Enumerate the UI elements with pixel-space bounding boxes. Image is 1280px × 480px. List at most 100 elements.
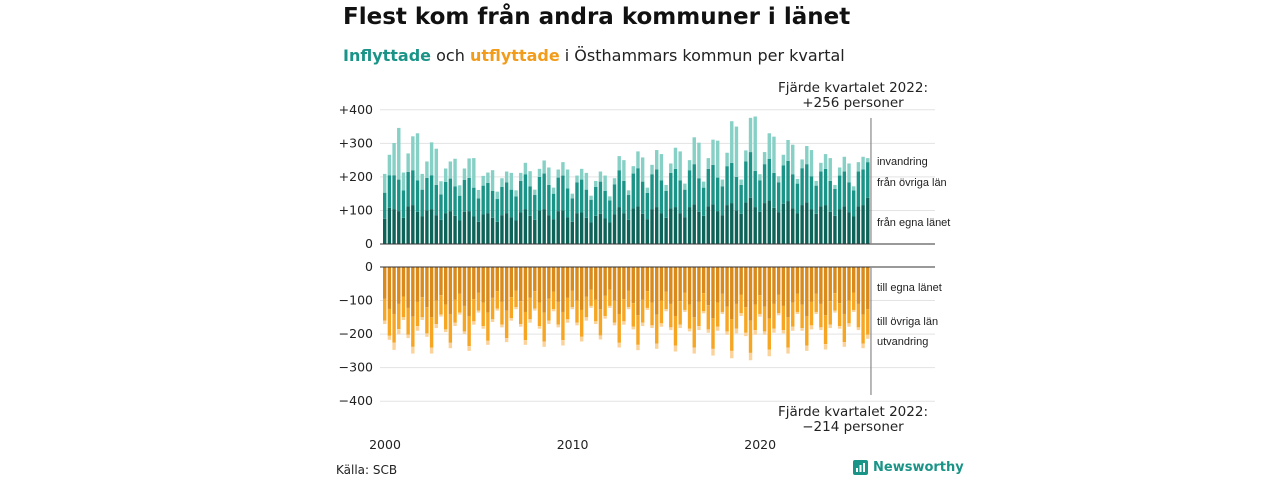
bar-in-1: [645, 193, 650, 220]
bar-out-0: [701, 267, 706, 294]
bar-in-0: [715, 211, 720, 244]
bar-out-1: [852, 292, 856, 310]
bar-in-0: [490, 217, 495, 244]
bar-out-0: [603, 267, 607, 296]
bar-in-2: [847, 163, 851, 183]
bar-in-2: [411, 136, 415, 171]
bar-out-1: [711, 318, 715, 349]
bar-out-2: [852, 309, 856, 312]
bar-out-1: [415, 301, 420, 327]
subtitle-inflyttade: Inflyttade: [343, 46, 432, 65]
bar-out-0: [767, 267, 771, 319]
bar-in-2: [519, 172, 523, 181]
bar-out-2: [443, 329, 448, 333]
bar-in-1: [711, 164, 715, 205]
bar-out-1: [687, 304, 692, 329]
bar-out-2: [828, 324, 832, 329]
bar-in-0: [570, 221, 574, 244]
bar-out-0: [575, 267, 579, 301]
bar-out-2: [528, 319, 532, 323]
bar-in-0: [467, 211, 471, 244]
bar-out-0: [739, 267, 743, 295]
bar-out-0: [814, 267, 818, 294]
bar-out-0: [748, 267, 753, 321]
bar-out-2: [701, 311, 706, 314]
bar-out-2: [575, 322, 579, 326]
bar-in-2: [730, 121, 734, 163]
bar-out-0: [523, 267, 528, 312]
bar-in-1: [748, 152, 753, 198]
bar-out-2: [659, 323, 664, 327]
bar-in-2: [753, 116, 757, 171]
bar-in-0: [748, 197, 753, 244]
bar-out-0: [467, 267, 471, 316]
bar-in-2: [495, 191, 499, 200]
annotation-bottom-line2: −214 personer: [802, 419, 904, 435]
bar-in-2: [669, 163, 673, 173]
bar-in-2: [406, 153, 410, 172]
bar-out-1: [791, 302, 795, 327]
bar-in-1: [594, 186, 598, 216]
bar-in-0: [500, 215, 504, 244]
bar-in-0: [533, 219, 537, 244]
bar-in-2: [467, 158, 471, 178]
bar-in-0: [842, 206, 847, 244]
bar-in-2: [636, 151, 640, 169]
bar-out-2: [608, 305, 612, 308]
bar-in-1: [434, 184, 438, 216]
bar-out-2: [626, 307, 631, 310]
bar-out-0: [542, 267, 546, 313]
x-tick: 2020: [744, 437, 776, 452]
bar-in-0: [678, 213, 682, 244]
bar-out-1: [786, 317, 790, 348]
bar-in-2: [612, 178, 617, 185]
bar-in-1: [551, 193, 556, 220]
bar-out-0: [411, 267, 415, 317]
bar-out-2: [425, 333, 429, 337]
bar-in-0: [795, 213, 800, 244]
bar-in-0: [504, 213, 509, 244]
bar-in-1: [458, 195, 462, 221]
bar-in-2: [683, 183, 687, 190]
bar-in-1: [772, 172, 776, 208]
bar-in-1: [556, 177, 560, 212]
bar-out-2: [819, 327, 823, 331]
bar-in-0: [579, 212, 584, 244]
bar-out-0: [692, 267, 696, 318]
bar-out-1: [823, 315, 828, 345]
bar-in-2: [401, 172, 406, 191]
bar-in-0: [453, 215, 457, 244]
bar-in-0: [462, 211, 467, 244]
y-tick-top: +200: [339, 169, 373, 184]
bar-out-2: [397, 329, 401, 335]
bar-out-0: [730, 267, 734, 320]
bar-in-0: [640, 213, 645, 245]
bar-in-0: [786, 201, 790, 244]
bar-out-1: [697, 301, 701, 327]
bar-in-1: [570, 198, 574, 222]
bar-out-2: [547, 320, 551, 325]
bar-in-0: [608, 222, 612, 244]
bar-in-1: [383, 192, 387, 219]
bar-out-0: [833, 267, 837, 294]
bar-out-0: [786, 267, 790, 318]
bar-in-1: [481, 185, 485, 215]
bar-in-1: [598, 181, 603, 214]
bar-out-0: [443, 267, 448, 305]
bar-out-2: [776, 313, 781, 316]
bar-out-2: [514, 307, 518, 310]
bar-in-1: [791, 174, 795, 209]
newsworthy-icon: [853, 460, 868, 475]
bar-out-1: [467, 315, 471, 347]
bar-out-1: [453, 299, 457, 323]
bar-in-2: [397, 127, 401, 180]
bar-in-0: [725, 205, 729, 244]
bar-out-0: [537, 267, 542, 303]
bar-out-0: [715, 267, 720, 303]
bar-in-1: [631, 173, 635, 209]
bar-in-0: [523, 209, 528, 244]
bar-out-2: [584, 317, 589, 321]
bar-in-0: [415, 211, 420, 244]
bar-in-2: [504, 171, 509, 183]
